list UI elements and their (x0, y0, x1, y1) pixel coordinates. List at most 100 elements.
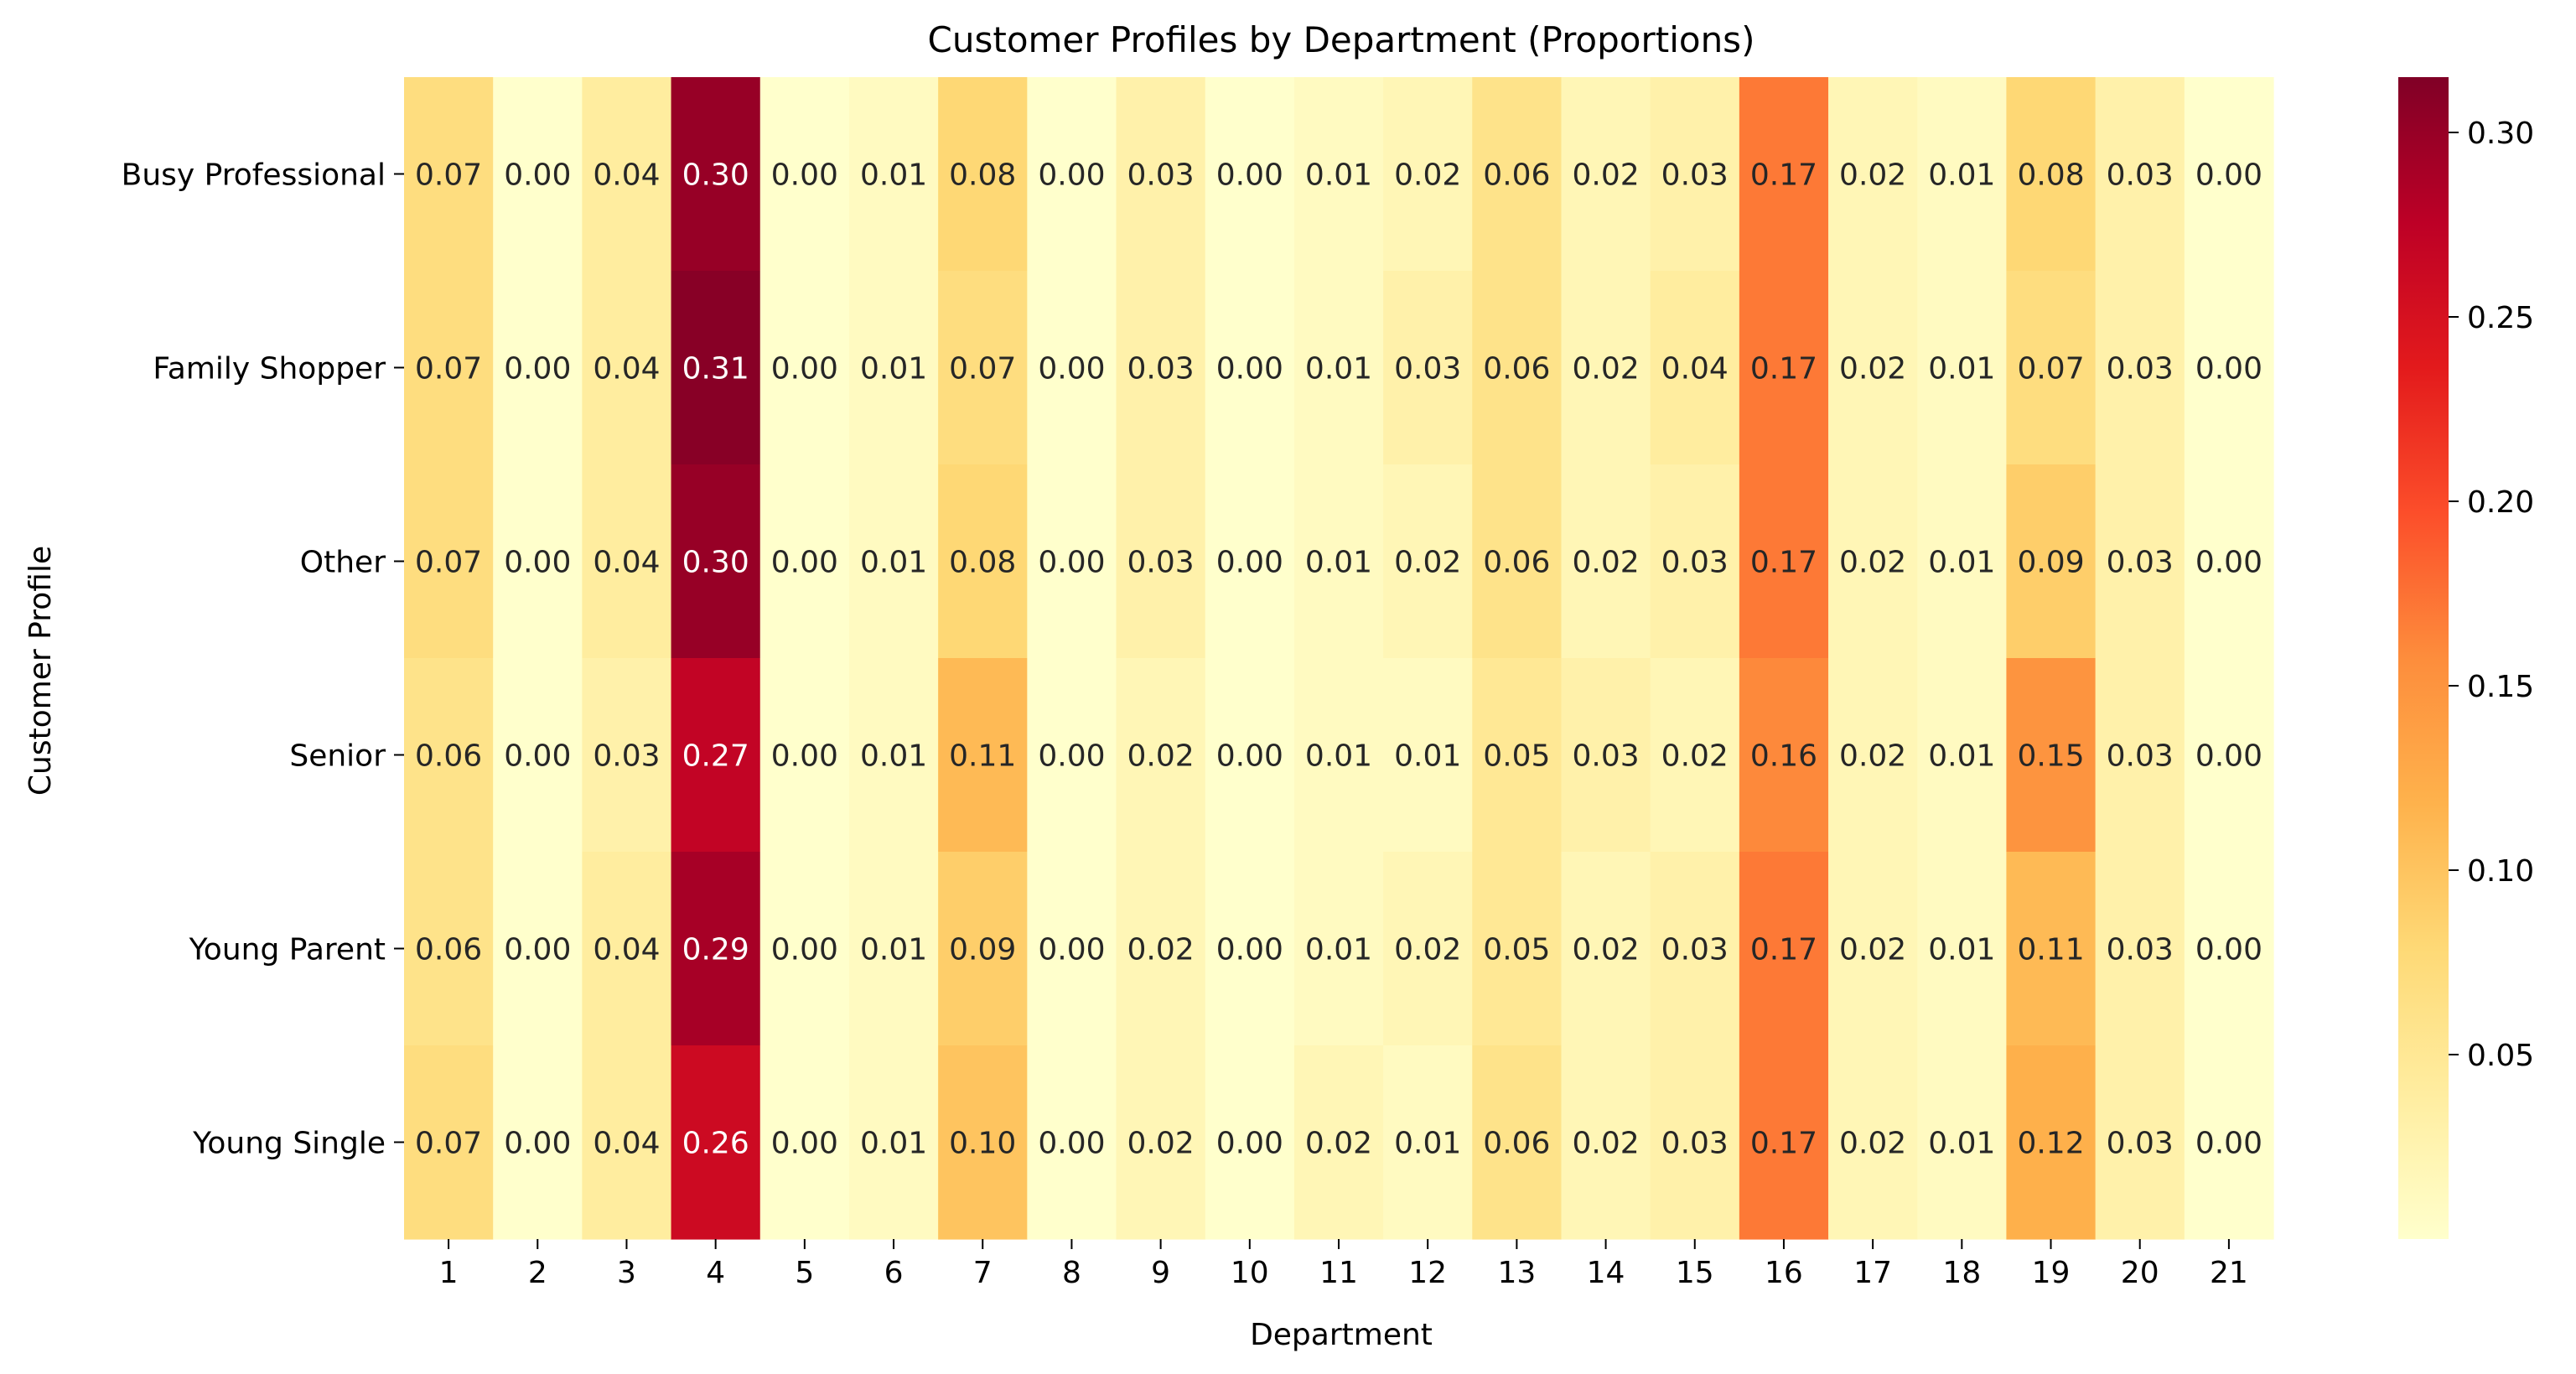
heatmap-cell (1383, 1045, 1473, 1240)
cell-value-label: 0.00 (504, 1127, 571, 1161)
cell-value-label: 0.01 (1305, 158, 1372, 193)
cell-value-label: 0.01 (860, 546, 927, 580)
cell-value-label: 0.02 (1572, 933, 1639, 967)
heatmap-cell (1293, 271, 1384, 465)
cell-value-label: 0.00 (1216, 546, 1283, 580)
cell-value-label: 0.01 (1928, 158, 1995, 193)
x-tick-label: 12 (1408, 1256, 1447, 1290)
cell-value-label: 0.01 (1394, 1127, 1461, 1161)
cell-value-label: 0.00 (504, 158, 571, 193)
heatmap-cell (582, 1045, 672, 1240)
colorbar-tick-label: 0.10 (2467, 854, 2534, 889)
cell-value-label: 0.17 (1750, 546, 1817, 580)
cell-value-label: 0.12 (2017, 1127, 2084, 1161)
heatmap-cell (1561, 464, 1651, 659)
y-axis-label: Customer Profile (23, 546, 58, 796)
cell-value-label: 0.00 (1216, 352, 1283, 386)
cell-value-label: 0.02 (1661, 739, 1729, 774)
cell-value-label: 0.02 (1394, 546, 1461, 580)
cell-value-label: 0.05 (1483, 739, 1550, 774)
cell-value-label: 0.03 (2107, 933, 2174, 967)
cell-value-label: 0.00 (771, 158, 838, 193)
heatmap-cell (938, 271, 1028, 465)
heatmap-cell (493, 852, 583, 1046)
cell-value-label: 0.01 (860, 1127, 927, 1161)
cell-value-label: 0.03 (2107, 1127, 2174, 1161)
heatmap-cell (404, 1045, 494, 1240)
cell-value-label: 0.02 (1839, 158, 1906, 193)
heatmap-cell (2095, 1045, 2185, 1240)
cell-value-label: 0.03 (1661, 158, 1729, 193)
cell-value-label: 0.01 (1928, 933, 1995, 967)
heatmap-cell (671, 658, 761, 853)
heatmap-cell (1027, 464, 1117, 659)
heatmap-cell (1293, 77, 1384, 272)
x-tick-label: 17 (1853, 1256, 1892, 1290)
cell-value-label: 0.06 (1483, 546, 1550, 580)
colorbar-tick-label: 0.30 (2467, 117, 2534, 151)
cell-value-label: 0.01 (1305, 933, 1372, 967)
cell-value-label: 0.03 (1661, 933, 1729, 967)
cell-value-label: 0.00 (1038, 933, 1105, 967)
heatmap-cell (2184, 852, 2274, 1046)
heatmap-cell (1116, 1045, 1206, 1240)
heatmap-cell (2184, 271, 2274, 465)
cell-value-label: 0.01 (860, 739, 927, 774)
cell-value-label: 0.17 (1750, 1127, 1817, 1161)
cell-value-label: 0.02 (1839, 933, 1906, 967)
cell-value-label: 0.00 (771, 1127, 838, 1161)
cell-value-label: 0.01 (1928, 352, 1995, 386)
cell-value-label: 0.00 (504, 739, 571, 774)
heatmap-cell (2006, 271, 2097, 465)
cell-value-label: 0.03 (1127, 352, 1195, 386)
heatmap-cell (671, 77, 761, 272)
cell-value-label: 0.09 (949, 933, 1016, 967)
heatmap-cell (1739, 1045, 1829, 1240)
cell-value-label: 0.03 (2107, 739, 2174, 774)
heatmap-cell (1917, 1045, 2008, 1240)
cell-value-label: 0.06 (1483, 1127, 1550, 1161)
cell-value-label: 0.01 (1928, 546, 1995, 580)
heatmap-cell (938, 1045, 1028, 1240)
heatmap-cell (1116, 658, 1206, 853)
heatmap-cell (759, 77, 850, 272)
x-tick-label: 20 (2121, 1256, 2159, 1290)
cell-value-label: 0.01 (1928, 1127, 1995, 1161)
heatmap-cell (2006, 77, 2097, 272)
heatmap-cell (1205, 1045, 1295, 1240)
heatmap-cell (848, 464, 939, 659)
heatmap-cell (1472, 464, 1563, 659)
cell-value-label: 0.27 (682, 739, 749, 774)
cell-value-label: 0.00 (1038, 739, 1105, 774)
heatmap-cell (582, 852, 672, 1046)
x-tick-label: 1 (439, 1256, 459, 1290)
heatmap-cell (1917, 77, 2008, 272)
colorbar (2398, 77, 2449, 1239)
cell-value-label: 0.02 (1572, 1127, 1639, 1161)
heatmap-cell (2006, 658, 2097, 853)
heatmap-cell (1828, 464, 1918, 659)
cell-value-label: 0.08 (949, 158, 1016, 193)
heatmap-cell (2006, 1045, 2097, 1240)
heatmap-cell (1739, 658, 1829, 853)
heatmap-cell (1205, 852, 1295, 1046)
heatmap-cell (848, 1045, 939, 1240)
x-tick-label: 19 (2032, 1256, 2071, 1290)
cell-value-label: 0.00 (771, 739, 838, 774)
heatmap-cell (2095, 658, 2185, 853)
y-tick-label: Busy Professional (122, 158, 386, 193)
cell-value-label: 0.00 (2195, 546, 2262, 580)
cell-value-label: 0.00 (504, 546, 571, 580)
cell-value-label: 0.02 (1305, 1127, 1372, 1161)
cell-value-label: 0.30 (682, 158, 749, 193)
heatmap-cell (938, 77, 1028, 272)
heatmap-cell (1027, 852, 1117, 1046)
heatmap-cell (1205, 464, 1295, 659)
cell-value-label: 0.07 (415, 1127, 482, 1161)
cell-value-label: 0.02 (1839, 739, 1906, 774)
heatmap-cell (1472, 77, 1563, 272)
cell-value-label: 0.04 (593, 546, 660, 580)
heatmap-cell (1739, 271, 1829, 465)
cell-value-label: 0.03 (1127, 546, 1195, 580)
